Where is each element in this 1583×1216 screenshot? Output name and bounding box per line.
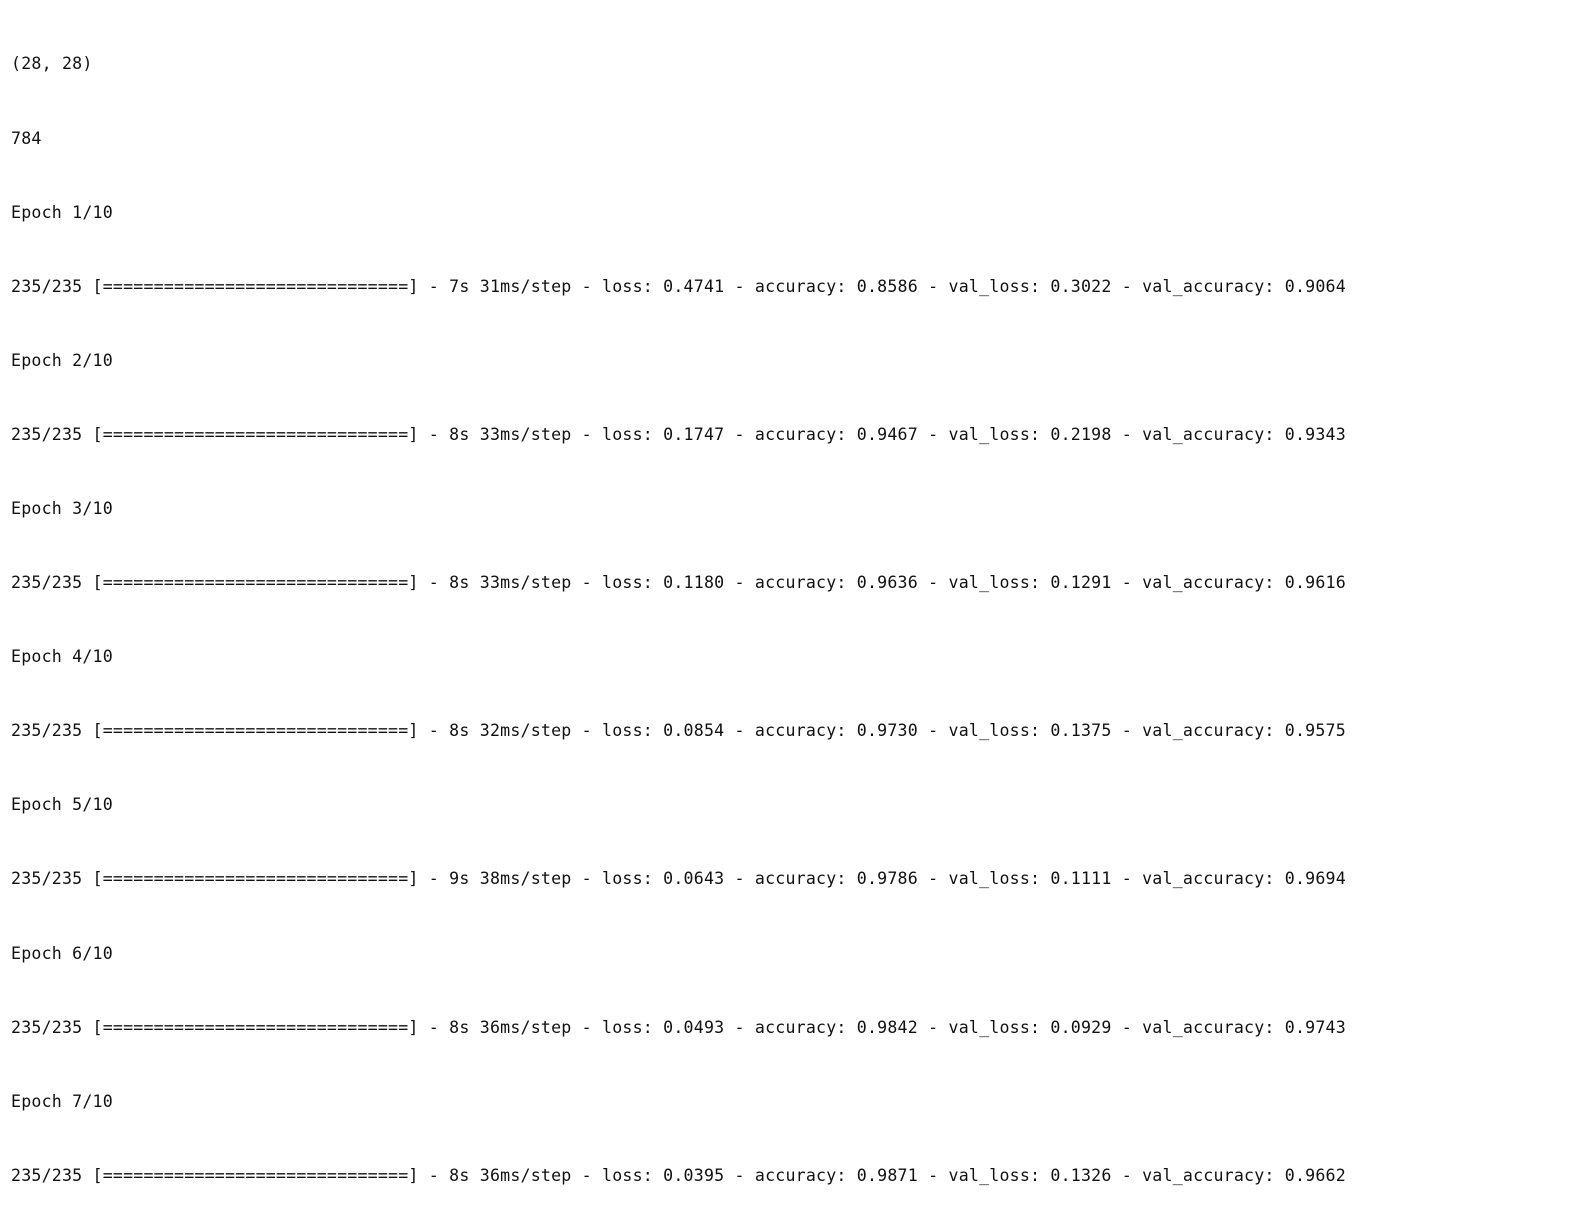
output-line: Epoch 5/10: [11, 795, 113, 815]
output-line: 784: [11, 128, 42, 148]
output-line: Epoch 2/10: [11, 350, 113, 370]
output-line: 235/235 [==============================]…: [11, 1165, 1346, 1185]
output-line: Epoch 6/10: [11, 943, 113, 963]
output-line: 235/235 [==============================]…: [11, 573, 1346, 593]
output-line: 235/235 [==============================]…: [11, 721, 1346, 741]
output-line: Epoch 7/10: [11, 1091, 113, 1111]
output-line: (28, 28): [11, 54, 93, 74]
output-line: Epoch 4/10: [11, 647, 113, 667]
output-line: 235/235 [==============================]…: [11, 424, 1346, 444]
console-output: (28, 28) 784 Epoch 1/10 235/235 [=======…: [11, 3, 1576, 1216]
output-line: 235/235 [==============================]…: [11, 276, 1346, 296]
output-line: 235/235 [==============================]…: [11, 869, 1346, 889]
output-line: Epoch 3/10: [11, 498, 113, 518]
output-line: Epoch 1/10: [11, 202, 113, 222]
output-line: 235/235 [==============================]…: [11, 1017, 1346, 1037]
